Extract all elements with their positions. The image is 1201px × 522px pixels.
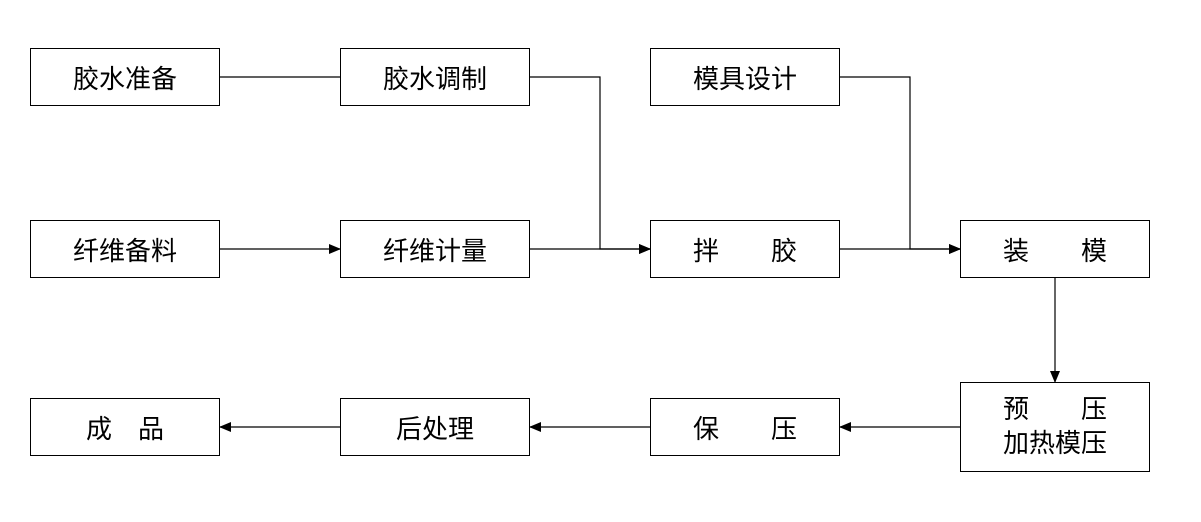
node-n10: 保 压 — [650, 398, 840, 456]
node-n6: 拌 胶 — [650, 220, 840, 278]
node-n5: 纤维计量 — [340, 220, 530, 278]
node-n4: 纤维备料 — [30, 220, 220, 278]
edge-n2-n6 — [530, 77, 650, 249]
node-n8: 成 品 — [30, 398, 220, 456]
node-n2: 胶水调制 — [340, 48, 530, 106]
node-n7: 装 模 — [960, 220, 1150, 278]
node-label: 拌 胶 — [693, 231, 797, 268]
node-label: 成 品 — [86, 409, 164, 446]
node-label: 装 模 — [1003, 231, 1107, 268]
node-label: 纤维备料 — [73, 231, 177, 268]
node-label: 胶水调制 — [383, 59, 487, 96]
node-n3: 模具设计 — [650, 48, 840, 106]
node-n11: 预 压加热模压 — [960, 382, 1150, 472]
node-label: 纤维计量 — [383, 231, 487, 268]
node-label: 胶水准备 — [73, 59, 177, 96]
node-label: 后处理 — [396, 409, 474, 446]
node-n1: 胶水准备 — [30, 48, 220, 106]
flowchart-canvas: 胶水准备 胶水调制 模具设计纤维备料 纤维计量 拌 胶 装 模成 品 后处理 保 压 预 压加热… — [0, 0, 1201, 522]
node-n9: 后处理 — [340, 398, 530, 456]
node-label: 预 压 — [1003, 393, 1107, 427]
node-label-2: 加热模压 — [1003, 427, 1107, 461]
edge-n3-n7 — [840, 77, 960, 249]
node-label: 保 压 — [693, 409, 797, 446]
node-label: 模具设计 — [693, 59, 797, 96]
